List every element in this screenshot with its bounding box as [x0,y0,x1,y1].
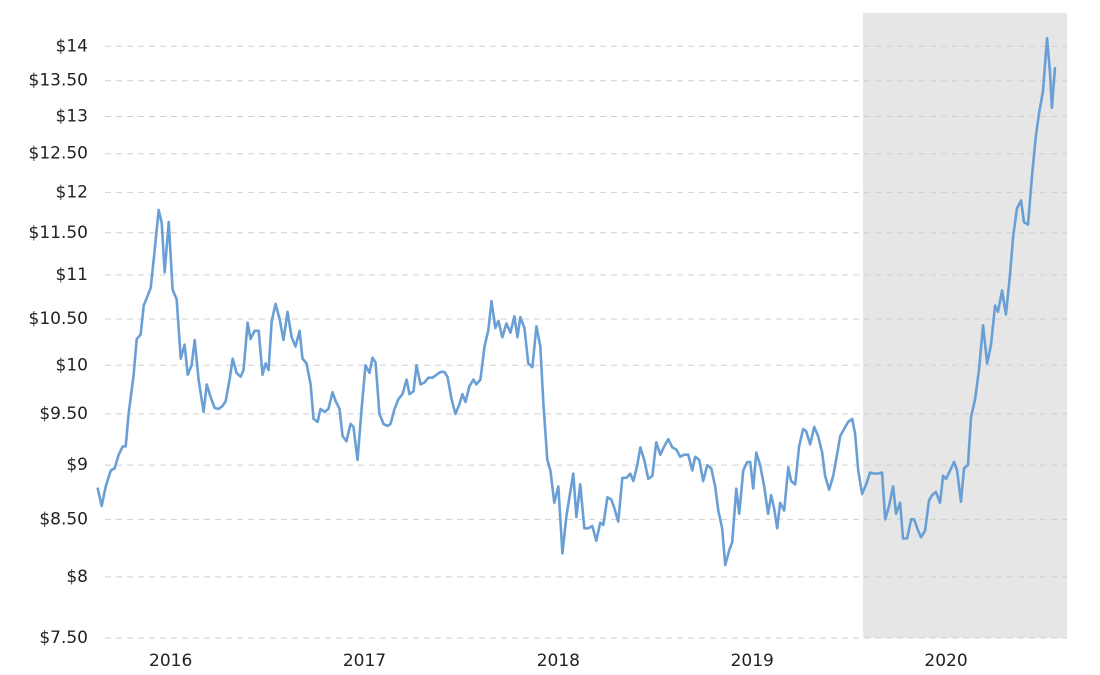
x-tick-label: 2017 [343,651,386,671]
shaded-region [863,13,1067,638]
y-tick-label: $7.50 [39,628,88,648]
y-tick-label: $10.50 [29,309,88,329]
y-tick-label: $13 [56,107,88,127]
y-tick-label: $14 [56,36,88,56]
y-tick-label: $8 [66,567,88,587]
x-tick-label: 2016 [149,651,192,671]
y-tick-label: $12 [56,182,88,202]
y-tick-label: $9 [66,455,88,475]
x-tick-label: 2018 [537,651,580,671]
y-tick-label: $12.50 [29,144,88,164]
y-tick-label: $13.50 [29,71,88,91]
y-tick-label: $11 [56,265,88,285]
y-tick-label: $9.50 [39,404,88,424]
x-tick-label: 2019 [731,651,774,671]
price-line [96,36,1057,567]
y-tick-label: $11.50 [29,223,88,243]
x-tick-label: 2020 [924,651,967,671]
y-tick-label: $10 [56,355,88,375]
y-tick-label: $8.50 [39,509,88,529]
